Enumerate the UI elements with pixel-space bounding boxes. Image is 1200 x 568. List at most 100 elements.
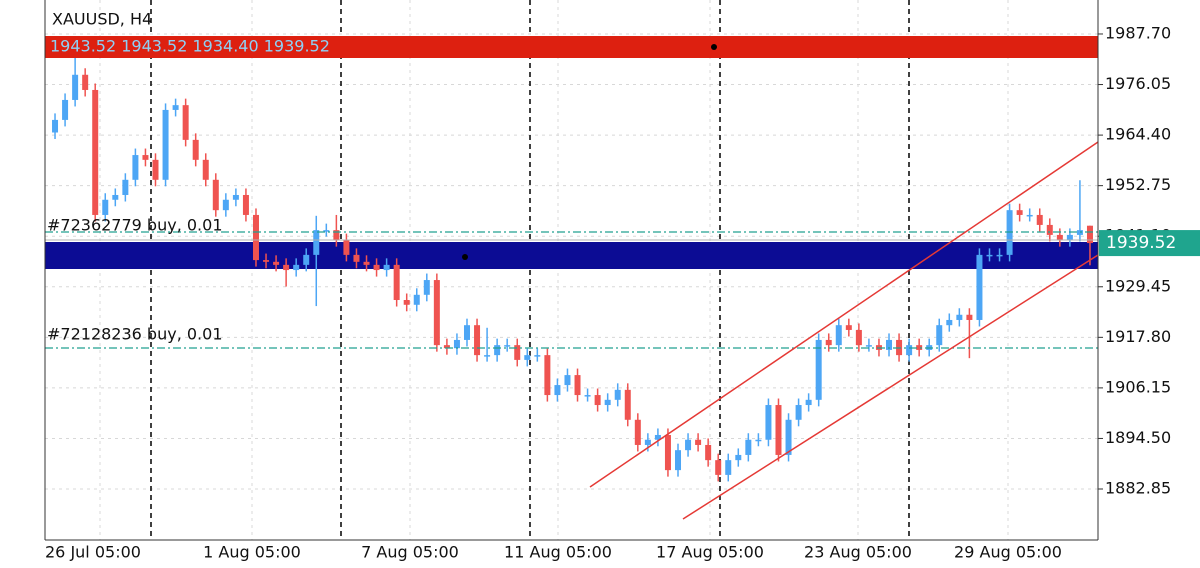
candle-body	[634, 419, 641, 445]
candle-body	[534, 355, 541, 357]
y-tick-label: 1917.80	[1105, 327, 1171, 346]
candle-body	[333, 230, 340, 241]
y-tick-label: 1976.05	[1105, 74, 1171, 93]
candle-body	[765, 405, 772, 440]
marker-dot	[462, 254, 468, 260]
candle-body	[624, 389, 631, 420]
candle-body	[735, 454, 742, 461]
candle-body	[946, 319, 953, 326]
candle-body	[132, 155, 139, 180]
order-label: #72362779 buy, 0.01	[47, 216, 223, 235]
candle-body	[383, 264, 390, 271]
candle-body	[715, 460, 722, 475]
week-separators	[150, 0, 910, 540]
candle-body	[62, 99, 69, 120]
candle-body	[152, 159, 159, 180]
candle-body	[976, 254, 983, 320]
candle-body	[1056, 234, 1063, 241]
candle-body	[303, 254, 310, 265]
candle-body	[1066, 234, 1073, 241]
marker-dot	[711, 44, 717, 50]
candle-body	[363, 261, 370, 265]
candle-body	[986, 254, 993, 257]
candle-body	[675, 450, 682, 471]
symbol-title: XAUUSD, H4	[52, 10, 152, 29]
blue-zone	[45, 242, 1098, 269]
candle-body	[192, 139, 199, 160]
candle-body	[956, 314, 963, 320]
candle-body	[996, 254, 1003, 257]
candle-body	[212, 179, 219, 211]
y-tick-label: 1906.15	[1105, 377, 1171, 396]
candle-body	[785, 419, 792, 455]
candle-body	[263, 260, 270, 262]
candle-body	[453, 339, 460, 349]
grid	[45, 0, 1098, 540]
candle-body	[1076, 230, 1083, 235]
x-tick-label: 7 Aug 05:00	[361, 543, 459, 562]
candle-body	[423, 280, 430, 295]
candle-body	[343, 240, 350, 255]
candle-body	[795, 405, 802, 420]
candle-body	[936, 325, 943, 346]
candle-body	[604, 399, 611, 406]
y-tick-label: 1929.45	[1105, 276, 1171, 295]
candle-body	[52, 119, 59, 133]
x-tick-label: 11 Aug 05:00	[504, 543, 612, 562]
candle-body	[664, 434, 671, 471]
ohlc-readout: 1943.52 1943.52 1934.40 1939.52	[50, 37, 330, 56]
candle-body	[373, 264, 380, 271]
candle-body	[182, 105, 189, 140]
x-tick-label: 29 Aug 05:00	[954, 543, 1062, 562]
candle-body	[1036, 214, 1043, 225]
candle-body	[685, 439, 692, 451]
candle-body	[1016, 210, 1023, 215]
candle-body	[413, 294, 420, 305]
candle-body	[82, 74, 89, 90]
candle-body	[1046, 224, 1053, 235]
candle-body	[323, 230, 330, 232]
candles	[52, 54, 1093, 482]
candle-body	[273, 261, 280, 265]
candle-body	[433, 280, 440, 346]
candle-body	[755, 439, 762, 442]
candle-body	[222, 199, 229, 211]
candle-body	[886, 339, 893, 350]
candle-body	[745, 439, 752, 455]
candle-body	[845, 325, 852, 330]
candle-body	[865, 345, 872, 347]
candle-body	[725, 460, 732, 475]
candle-body	[202, 159, 209, 180]
candle-body	[705, 444, 712, 461]
candle-body	[614, 389, 621, 400]
y-tick-label: 1952.75	[1105, 175, 1171, 194]
candle-body	[855, 329, 862, 346]
x-tick-label: 1 Aug 05:00	[203, 543, 301, 562]
candle-body	[775, 405, 782, 455]
candle-body	[815, 339, 822, 400]
candle-body	[112, 194, 119, 200]
red-zone	[45, 36, 1098, 58]
candle-body	[644, 439, 651, 445]
candle-body	[403, 300, 410, 305]
candle-body	[654, 434, 661, 440]
candle-body	[242, 194, 249, 215]
candle-body	[102, 199, 109, 215]
candle-body	[484, 355, 491, 357]
candle-body	[313, 230, 320, 255]
candle-body	[916, 345, 923, 350]
candle-body	[494, 345, 501, 356]
candle-body	[474, 325, 481, 356]
candle-body	[835, 325, 842, 346]
candle-body	[232, 194, 239, 200]
candle-body	[1026, 214, 1033, 217]
candle-body	[504, 345, 511, 347]
candle-body	[463, 325, 470, 340]
candle-body	[574, 375, 581, 396]
candle-body	[524, 355, 531, 360]
y-tick-label: 1987.70	[1105, 23, 1171, 42]
candle-body	[825, 339, 832, 346]
candle-body	[695, 439, 702, 445]
